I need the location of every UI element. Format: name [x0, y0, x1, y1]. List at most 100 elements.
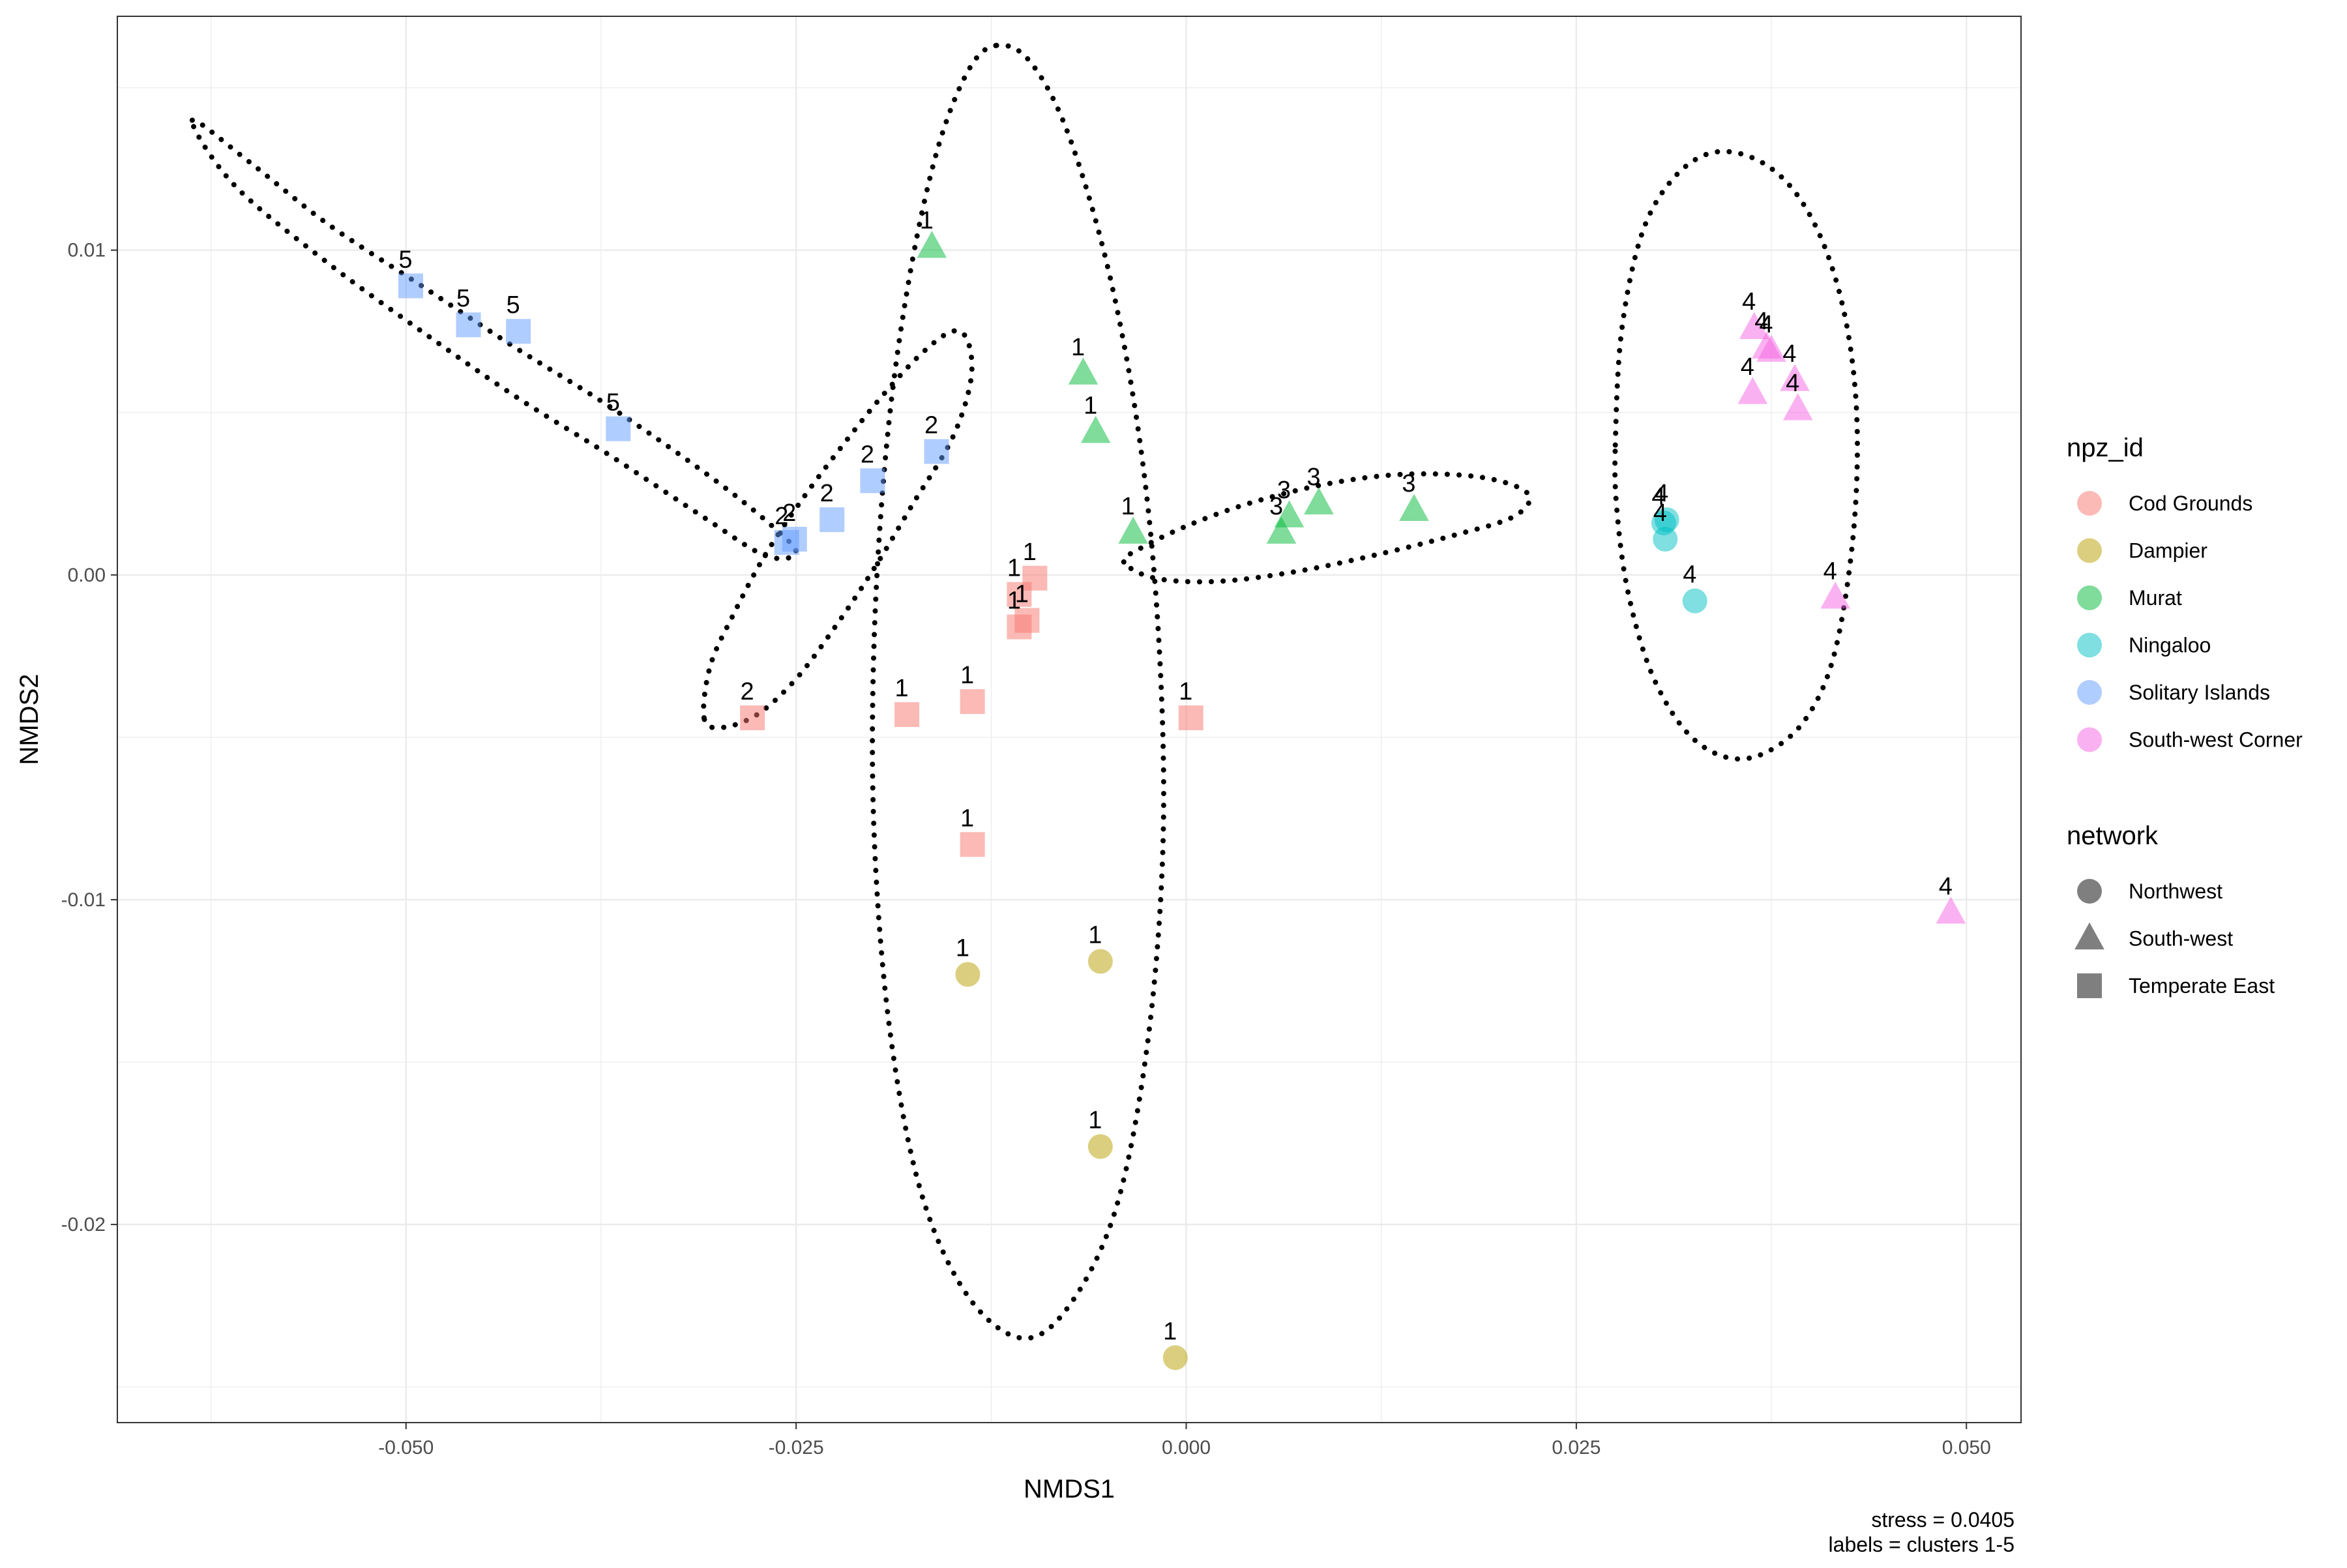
cluster-label: 1: [895, 675, 909, 702]
cluster-label: 2: [741, 678, 754, 705]
cluster-label: 4: [1741, 353, 1754, 381]
data-point: [1178, 705, 1203, 731]
cluster-label: 1: [1121, 493, 1135, 520]
cluster-label: 4: [1786, 370, 1799, 397]
cluster-label: 4: [1754, 308, 1768, 335]
grid-layer: [117, 16, 2021, 1423]
y-tick-label: 0.01: [68, 240, 106, 261]
cluster-label: 4: [1683, 561, 1696, 589]
data-point: [1653, 527, 1678, 552]
cluster-label: 4: [1742, 288, 1756, 316]
cluster-label: 4: [1823, 558, 1837, 585]
legend-label-npz: Cod Grounds: [2129, 492, 2252, 515]
data-point: [606, 416, 631, 441]
cluster-label: 1: [960, 662, 974, 689]
legend-key-npz: [2077, 727, 2102, 752]
cluster-label: 3: [1269, 493, 1283, 520]
data-point: [506, 319, 531, 344]
x-tick-label: 0.025: [1552, 1437, 1601, 1458]
cluster-label: 5: [507, 291, 520, 319]
data-point: [924, 439, 949, 464]
cluster-label: 3: [1277, 477, 1291, 504]
cluster-label: 5: [456, 285, 470, 312]
cluster-label: 1: [920, 207, 934, 235]
cluster-ellipse-3: [1121, 471, 1533, 585]
panel-border: [117, 16, 2022, 1423]
data-point: [917, 230, 947, 258]
legend-label-network: Northwest: [2129, 880, 2222, 903]
cluster-label: 4: [1759, 311, 1773, 338]
points-layer: [398, 230, 1966, 1370]
cluster-label: 1: [1015, 581, 1029, 608]
data-point: [1022, 565, 1048, 591]
ellipse-layer: [189, 42, 1860, 1341]
cluster-label: 1: [1007, 555, 1021, 582]
ticks-layer: -0.050 -0.025 0.000 0.025 0.050 -0.02 -0.01 0.0…: [61, 240, 1991, 1458]
cluster-label: 1: [956, 935, 969, 962]
legend-key-network: [2074, 922, 2104, 950]
data-point: [1087, 949, 1113, 974]
cluster-label: 3: [1402, 470, 1415, 497]
data-point: [1820, 581, 1850, 609]
legend-key-npz: [2077, 491, 2102, 516]
cluster-label: 1: [1088, 1107, 1102, 1134]
data-point: [1304, 487, 1334, 514]
cluster-label: 2: [820, 480, 834, 507]
cluster-label: 4: [1653, 499, 1667, 527]
data-point: [774, 530, 799, 555]
x-tick-label: 0.050: [1942, 1437, 1991, 1458]
data-point: [1756, 334, 1786, 362]
cluster-label: 1: [1007, 587, 1021, 615]
data-point: [819, 507, 845, 533]
cluster-label: 1: [960, 805, 974, 832]
data-point: [860, 468, 885, 494]
cluster-label: 5: [606, 389, 620, 417]
cluster-label: 2: [782, 499, 796, 527]
caption-line: labels = clusters 1-5: [1829, 1533, 2015, 1556]
cluster-label: 1: [1023, 539, 1037, 566]
cluster-label: 4: [1939, 873, 1953, 900]
cluster-label: 1: [1071, 334, 1085, 361]
data-point: [960, 689, 985, 715]
legend-title-npz: npz_id: [2067, 434, 2144, 462]
cluster-ellipse-4: [1612, 149, 1860, 762]
data-point: [1162, 1345, 1188, 1370]
data-point: [1014, 608, 1040, 633]
data-point: [1118, 516, 1148, 544]
legend-key-npz: [2077, 585, 2102, 610]
cluster-label: 5: [398, 246, 412, 273]
cluster-label: 1: [1163, 1318, 1177, 1345]
caption-line: stress = 0.0405: [1871, 1508, 2015, 1531]
data-point: [1087, 1134, 1113, 1159]
cluster-label: 1: [1179, 678, 1192, 705]
data-point: [1682, 588, 1707, 614]
data-point: [1739, 312, 1769, 339]
x-tick-label: -0.025: [769, 1437, 824, 1458]
legend-key-network: [2077, 973, 2102, 998]
legend: npz_id Cod Grounds Dampier Murat Ningaloo Sol…: [2067, 434, 2303, 998]
cluster-label: 4: [1782, 340, 1796, 368]
legend-label-network: South-west: [2129, 927, 2233, 951]
legend-key-npz: [2077, 680, 2102, 705]
x-tick-label: 0.000: [1162, 1437, 1211, 1458]
data-point: [1274, 500, 1305, 527]
data-point: [955, 962, 981, 987]
data-point: [1266, 516, 1297, 544]
cluster-ellipse-1: [870, 42, 1166, 1341]
cluster-label: 4: [1655, 480, 1668, 507]
data-point: [1737, 377, 1768, 404]
cluster-label: 1: [1088, 922, 1102, 949]
x-tick-label: -0.050: [378, 1437, 434, 1458]
legend-title-network: network: [2067, 821, 2159, 850]
legend-label-network: Temperate East: [2129, 974, 2275, 998]
y-tick-label: 0.00: [68, 565, 106, 586]
x-axis-title: NMDS1: [1024, 1475, 1115, 1503]
data-point: [1068, 357, 1099, 385]
y-tick-label: -0.02: [61, 1214, 106, 1235]
data-point: [456, 312, 481, 338]
legend-label-npz: Dampier: [2129, 539, 2207, 563]
